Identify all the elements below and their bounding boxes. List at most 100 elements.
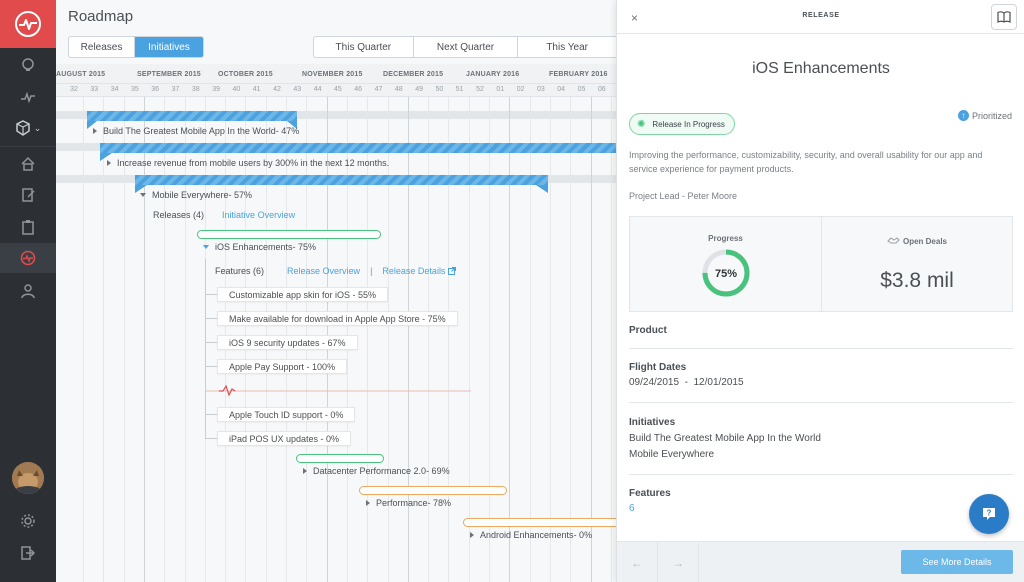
initiative-bar[interactable] [87,111,297,121]
feature-card[interactable]: iOS 9 security updates - 67% [217,335,358,350]
release-bar[interactable] [463,518,616,527]
nav-logout[interactable] [0,538,56,568]
release-bar[interactable] [296,454,384,463]
external-link-icon[interactable] [448,267,457,275]
release-progress: - 78% [427,498,452,508]
nav-users[interactable] [0,276,56,306]
open-deals-value: $3.8 mil [880,269,954,292]
week-gridline [570,97,572,582]
week-label: 51 [455,86,464,93]
in-progress-icon: ✺ [637,118,646,130]
initiative-row[interactable]: Increase revenue from mobile users by 30… [107,158,389,168]
initiative-item: Build The Greatest Mobile App In the Wor… [629,433,821,444]
flight-dates-value: 09/24/2015 - 12/01/2015 [629,377,744,388]
initiative-row[interactable]: Mobile Everywhere - 57% [140,190,252,200]
week-label: 02 [516,86,525,93]
nav-tasks[interactable] [0,212,56,242]
release-overview-link[interactable]: Release Overview [287,266,361,276]
release-row[interactable]: Android Enhancements - 0% [470,530,592,540]
release-row[interactable]: iOS Enhancements - 75% [203,242,316,252]
view-toggle: Releases Initiatives [68,36,204,58]
help-button[interactable]: ? [969,494,1009,534]
week-label: 06 [597,86,606,93]
feature-card[interactable]: Make available for download in Apple App… [217,311,458,326]
tab-initiatives[interactable]: Initiatives [135,37,203,57]
expand-arrow-icon[interactable] [93,128,97,134]
tab-releases[interactable]: Releases [69,37,136,57]
initiative-overview-link[interactable]: Initiative Overview [222,210,296,220]
features-count-link[interactable]: 6 [629,503,635,514]
gear-icon [21,514,35,528]
nav-documents[interactable] [0,180,56,210]
initiative-bar[interactable] [135,175,548,185]
release-row[interactable]: Performance - 78% [366,498,451,508]
feature-card[interactable]: Customizable app skin for iOS - 55% [217,287,389,302]
tab-this-year[interactable]: This Year [546,41,589,53]
tab-this-quarter[interactable]: This Quarter [314,37,414,57]
nav-home[interactable] [0,149,56,179]
priority-label: Prioritized [971,110,1012,121]
document-edit-icon [22,188,35,202]
pulse-logo-icon [15,11,41,37]
nav-analytics[interactable] [0,82,56,112]
initiative-name: Increase revenue from mobile users by 30… [117,158,390,168]
release-row[interactable]: Datacenter Performance 2.0 - 69% [303,466,450,476]
feature-card[interactable]: Apple Pay Support - 100% [217,359,348,374]
book-button[interactable] [991,4,1017,30]
week-label: 41 [252,86,261,93]
release-bar[interactable] [197,230,381,239]
expand-arrow-icon[interactable] [470,532,474,538]
logout-icon [21,546,36,560]
week-gridline [468,97,470,582]
nav-roadmap[interactable] [0,243,56,273]
expand-arrow-icon[interactable] [107,160,111,166]
tab-next-quarter[interactable]: Next Quarter [414,37,519,57]
month-label: NOVEMBER 2015 [302,71,363,78]
initiative-band [56,111,616,119]
roadmap-pulse-icon [20,250,36,266]
book-icon [997,11,1011,23]
panel-type-label: RELEASE [802,12,840,19]
nav-products[interactable]: ⌄ [0,113,56,143]
priority-indicator: ↑ Prioritized [957,110,1012,121]
avatar[interactable] [12,462,44,494]
expand-arrow-icon[interactable] [366,500,370,506]
collapse-arrow-icon[interactable] [203,245,209,249]
week-gridline [103,97,105,582]
status-badge[interactable]: ✺ Release In Progress [629,113,735,135]
collapse-arrow-icon[interactable] [140,193,146,197]
week-gridline [529,97,531,582]
week-gridline [509,97,511,582]
next-button[interactable]: → [658,542,699,582]
week-gridline [164,97,166,582]
release-details-link[interactable]: Release Details [382,266,446,276]
week-label: 03 [536,86,545,93]
app-logo[interactable] [0,0,56,48]
expand-arrow-icon[interactable] [303,468,307,474]
month-label: SEPTEMBER 2015 [137,71,201,78]
release-name: iOS Enhancements [215,242,293,252]
sidebar: ⌄ [0,0,56,582]
week-label: 46 [354,86,363,93]
tree-line [205,259,206,438]
open-deals-header: Open Deals [822,236,1012,246]
see-more-details-button[interactable]: See More Details [901,550,1013,574]
feature-card[interactable]: Apple Touch ID support - 0% [217,407,356,422]
nav-ideas[interactable] [0,50,56,80]
release-bar[interactable] [359,486,507,495]
close-icon[interactable]: × [631,11,639,25]
feature-card[interactable]: iPad POS UX updates - 0% [217,431,352,446]
svg-text:?: ? [987,509,992,518]
prev-button[interactable]: ← [617,542,658,582]
release-progress: - 0% [573,530,593,540]
initiative-row[interactable]: Build The Greatest Mobile App In the Wor… [93,126,299,136]
week-label: 50 [435,86,444,93]
week-label: 49 [415,86,423,93]
stats-cards: Progress 75% Open Deals $3.8 mil [629,216,1013,312]
section-divider [629,348,1013,349]
week-label: 35 [130,86,139,93]
chevron-down-icon: ⌄ [33,122,42,133]
initiative-bar[interactable] [100,143,616,153]
nav-settings[interactable] [0,506,56,536]
month-label: FEBRUARY 2016 [549,71,608,78]
